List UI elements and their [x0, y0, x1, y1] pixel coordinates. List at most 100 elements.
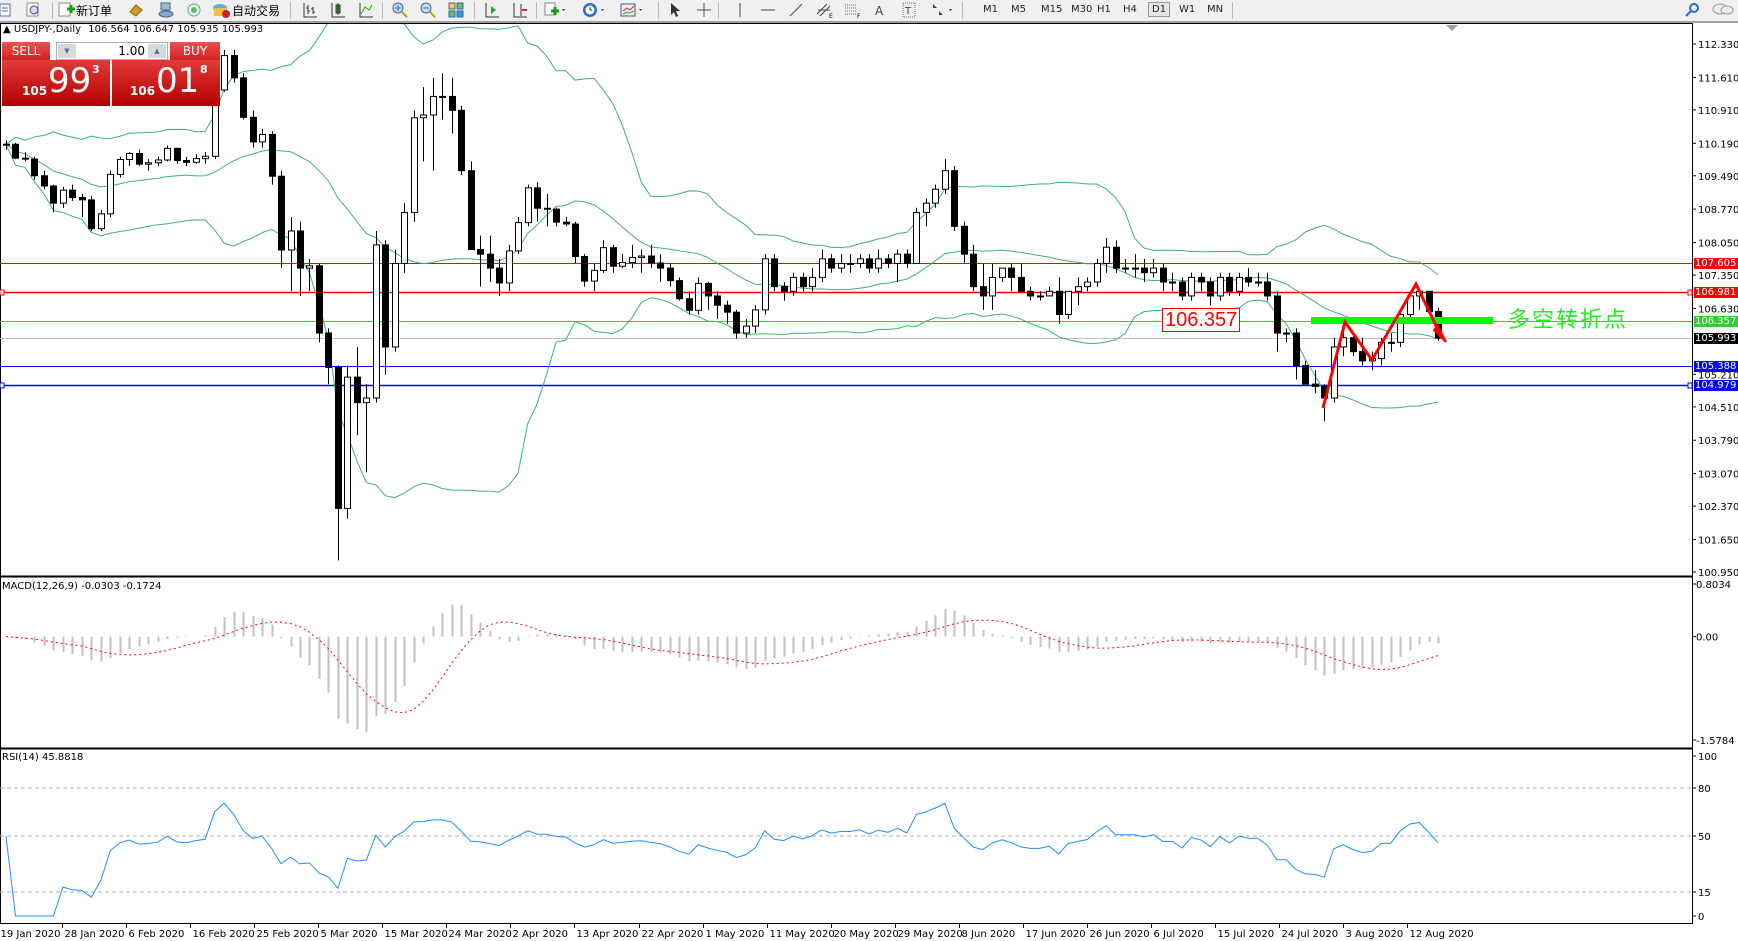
chart-canvas[interactable]: 112.330 111.610 110.910 110.190 109.490 108.7…	[0, 23, 1738, 941]
lot-size-input[interactable]: ▼ 1.00 ▲	[56, 42, 168, 60]
bull-candle	[306, 265, 313, 269]
buy-price[interactable]: 106 01 8	[112, 60, 220, 106]
pivot-zone-bar[interactable]	[1311, 317, 1493, 324]
sell-button[interactable]: SELL	[2, 42, 50, 61]
bear-candle	[667, 267, 674, 282]
signal-icon[interactable]	[186, 2, 202, 18]
bull-candle	[1037, 295, 1044, 298]
sell-price[interactable]: 105 99 3	[2, 60, 110, 106]
vertical-line-icon[interactable]	[734, 2, 746, 18]
auto-trading-button[interactable]: 自动交易	[212, 2, 280, 18]
bear-candle	[771, 258, 778, 288]
price-label-annotation[interactable]: 106.357	[1162, 308, 1241, 332]
line-handle[interactable]	[1687, 289, 1693, 296]
sell-price-fraction: 3	[92, 63, 100, 76]
symbol-timeframe: USDJPY-,Daily	[13, 24, 82, 35]
periods-icon[interactable]	[582, 2, 608, 18]
pivot-text-annotation[interactable]: 多空转折点	[1508, 308, 1629, 333]
user-drawings[interactable]	[1311, 25, 1493, 409]
rsi-axis-label: 15	[1698, 888, 1711, 899]
lot-size-value[interactable]: 1.00	[118, 44, 145, 58]
bear-candle	[610, 247, 617, 267]
timeframe-m15[interactable]: M15	[1041, 4, 1063, 15]
date-axis-label: 16 Feb 2020	[193, 929, 255, 940]
timeframe-m5[interactable]: M5	[1011, 4, 1026, 15]
date-axis-label: 2 Apr 2020	[513, 929, 568, 940]
gold-icon[interactable]	[128, 2, 144, 18]
zoom-out-icon[interactable]	[420, 2, 436, 18]
date-axis-label: 17 Jun 2020	[1026, 929, 1086, 940]
bull-candle	[126, 152, 133, 161]
chart-shift-icon[interactable]	[512, 2, 528, 18]
zigzag-arrow[interactable]	[1321, 280, 1443, 409]
bear-candle	[724, 304, 731, 313]
bear-candle	[1141, 267, 1148, 274]
price-level-label: 107.605	[1694, 258, 1738, 269]
toolbar: 新订单 自动交易 E F A T M1 M5 M15 M30 H1 H4 D1 W1 MN	[0, 0, 1738, 23]
fibonacci-icon[interactable]: F	[844, 2, 862, 18]
chat-icon[interactable]	[1712, 2, 1734, 18]
bull-candle	[809, 276, 816, 288]
line-handle[interactable]	[0, 382, 5, 389]
bear-candle	[686, 298, 693, 311]
line-chart-icon[interactable]	[358, 2, 374, 18]
date-axis-label: 28 Jan 2020	[65, 929, 125, 940]
price-level-label: 104.979	[1694, 380, 1738, 391]
buy-button[interactable]: BUY	[170, 42, 220, 61]
text-label-icon[interactable]: T	[902, 2, 916, 18]
chart-shift-marker[interactable]	[1446, 25, 1458, 31]
timeframe-w1[interactable]: W1	[1179, 4, 1196, 15]
bear-candle	[733, 311, 740, 334]
bar-chart-icon[interactable]	[302, 2, 318, 18]
bull-candle	[1236, 276, 1243, 292]
bull-candle	[1122, 267, 1129, 270]
templates-icon[interactable]	[620, 2, 646, 18]
timeframe-m1[interactable]: M1	[983, 4, 998, 15]
date-axis-label: 3 Aug 2020	[1346, 929, 1404, 940]
tile-windows-icon[interactable]	[448, 2, 464, 18]
lot-decrease-button[interactable]: ▼	[58, 44, 76, 58]
horizontal-line-icon[interactable]	[760, 2, 776, 18]
timeframe-h4[interactable]: H4	[1123, 4, 1137, 15]
chart-window[interactable]: 112.330 111.610 110.910 110.190 109.490 108.7…	[0, 23, 1738, 941]
bull-candle	[838, 262, 845, 269]
collapse-triangle-icon[interactable]: ▲	[3, 24, 11, 35]
svg-text:T: T	[904, 6, 912, 17]
price-level-label: 106.357	[1694, 316, 1738, 327]
text-icon[interactable]: A	[874, 2, 886, 18]
line-handle[interactable]	[1687, 382, 1693, 389]
trend-line-icon[interactable]	[788, 2, 804, 18]
bull-candle	[221, 55, 228, 91]
timeframe-h1[interactable]: H1	[1097, 4, 1111, 15]
cursor-icon[interactable]	[668, 2, 682, 18]
bull-candle	[600, 247, 607, 271]
bear-candle	[69, 189, 76, 199]
line-handle[interactable]	[0, 289, 5, 296]
bear-candle	[581, 255, 588, 282]
timeframe-mn[interactable]: MN	[1207, 4, 1224, 15]
bull-candle	[155, 159, 162, 164]
new-order-button[interactable]: 新订单	[58, 2, 112, 18]
indicators-icon[interactable]	[544, 2, 568, 18]
bull-candle	[392, 262, 399, 348]
candlestick-icon[interactable]	[330, 2, 346, 18]
bull-candle	[1283, 332, 1290, 335]
bear-candle	[354, 376, 361, 404]
zoom-in-icon[interactable]	[392, 2, 408, 18]
bear-candle	[79, 197, 86, 201]
timeframe-d1[interactable]: D1	[1148, 2, 1171, 17]
lot-increase-button[interactable]: ▲	[148, 44, 166, 58]
search-icon[interactable]	[1684, 2, 1700, 18]
bull-candle	[98, 213, 105, 230]
crosshair-icon[interactable]	[696, 2, 712, 18]
bull-candle	[259, 133, 266, 143]
zoom-doc-icon[interactable]	[26, 2, 42, 18]
sell-price-pips: 99	[48, 61, 92, 101]
auto-scroll-icon[interactable]	[484, 2, 500, 18]
equidistant-channel-icon[interactable]: E	[816, 2, 834, 18]
price-axis-label: 111.610	[1698, 73, 1738, 84]
cloud-icon[interactable]	[158, 2, 174, 18]
list-icon[interactable]	[0, 2, 12, 18]
arrows-icon[interactable]	[930, 2, 956, 18]
timeframe-m30[interactable]: M30	[1071, 4, 1093, 15]
